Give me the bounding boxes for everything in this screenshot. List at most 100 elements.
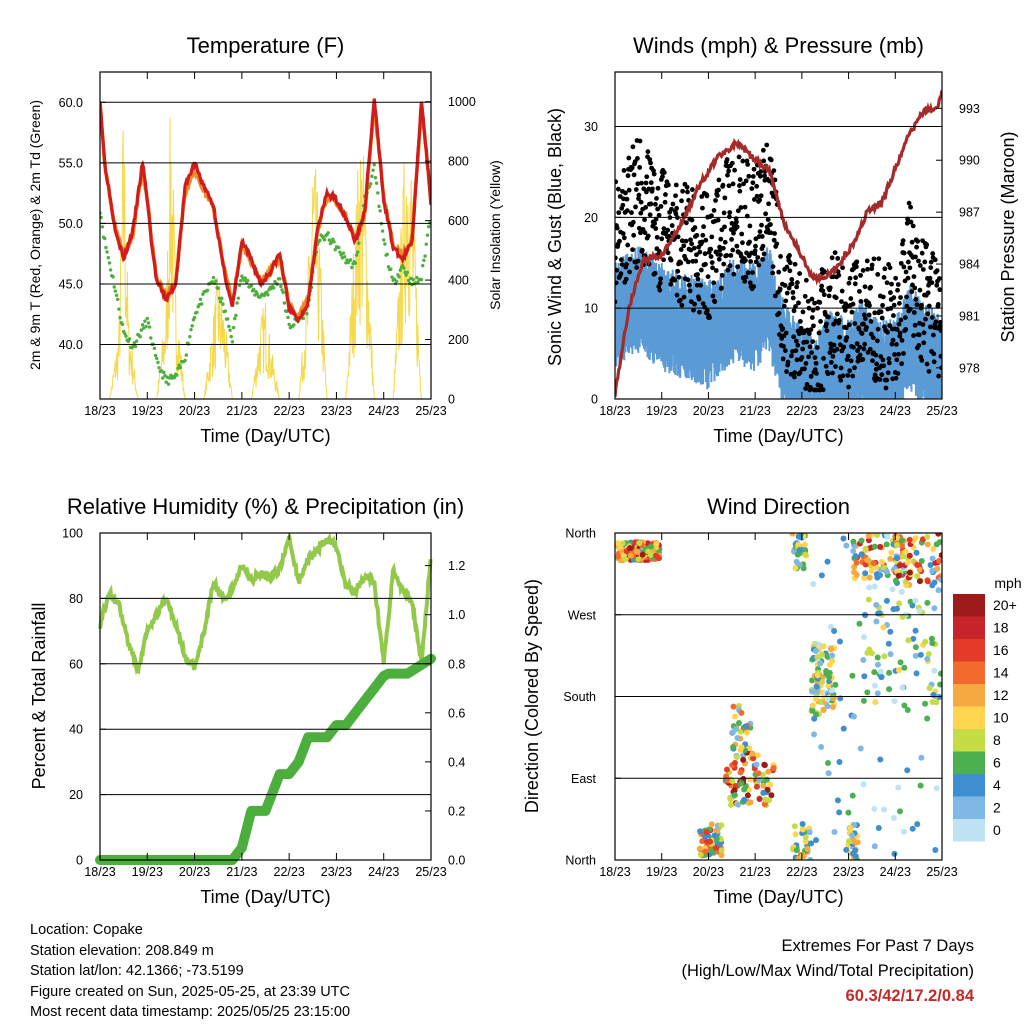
direction-point xyxy=(874,533,881,539)
dewpoint-point xyxy=(205,288,210,293)
dewpoint-point xyxy=(220,296,224,301)
gust-point xyxy=(874,338,880,344)
wind-direction-chart: 18/23 19/23 20/23 21/23 22/23 23/23 24/23 25/23… xyxy=(522,494,1022,907)
dewpoint-point xyxy=(348,258,353,262)
dewpoint-point xyxy=(287,322,291,327)
gust-point xyxy=(837,334,843,340)
gust-point xyxy=(848,358,854,364)
gust-point xyxy=(833,364,838,369)
gust-point xyxy=(648,180,654,186)
gust-point xyxy=(701,224,706,230)
gust-point xyxy=(854,264,859,270)
direction-point xyxy=(932,846,939,853)
dewpoint-point xyxy=(149,336,153,340)
gust-point xyxy=(751,284,757,289)
direction-point xyxy=(931,579,938,586)
gust-point xyxy=(895,371,901,376)
gust-point xyxy=(799,355,805,360)
dewpoint-point xyxy=(133,344,138,349)
direction-point xyxy=(615,553,622,560)
dewpoint-point xyxy=(338,250,342,254)
dewpoint-point xyxy=(104,245,108,250)
y-tick-label-right: 0.2 xyxy=(448,804,465,818)
gust-point xyxy=(631,172,637,178)
gust-point xyxy=(793,338,799,344)
gust-point xyxy=(932,257,938,263)
gust-point xyxy=(911,274,917,279)
x-tick-label: 25/23 xyxy=(926,404,957,418)
direction-point xyxy=(847,825,854,832)
dewpoint-point xyxy=(238,279,243,283)
direction-point xyxy=(741,796,748,803)
dewpoint-point xyxy=(227,324,231,329)
direction-point xyxy=(802,834,809,841)
direction-point xyxy=(639,551,646,558)
direction-point xyxy=(909,825,916,832)
gust-point xyxy=(623,276,629,282)
gust-point xyxy=(716,177,722,183)
gust-point xyxy=(861,321,866,327)
direction-point xyxy=(906,536,913,543)
gust-point xyxy=(719,273,725,278)
dewpoint-point xyxy=(370,174,374,178)
gust-point xyxy=(638,210,644,216)
gust-point xyxy=(649,186,655,192)
y-axis-label: Direction (Colored By Speed) xyxy=(522,579,542,813)
gust-point xyxy=(902,315,908,320)
direction-point xyxy=(884,534,891,541)
y-tick-label: 0 xyxy=(76,854,83,868)
legend-label: 2 xyxy=(993,800,1001,816)
direction-point xyxy=(827,623,834,630)
gust-point xyxy=(703,261,708,267)
direction-point xyxy=(877,543,884,550)
dewpoint-point xyxy=(327,238,332,242)
gust-point xyxy=(861,346,867,352)
x-tick-label: 22/23 xyxy=(274,404,305,418)
direction-point xyxy=(929,555,936,562)
dewpoint-point xyxy=(389,267,393,271)
gust-point xyxy=(931,351,937,357)
gust-point xyxy=(673,211,679,217)
gust-point xyxy=(923,316,928,322)
dewpoint-point xyxy=(192,315,197,320)
direction-point xyxy=(645,548,652,555)
gust-point xyxy=(813,360,819,366)
station-elevation: Station elevation: 208.849 m xyxy=(30,942,214,959)
gust-point xyxy=(898,317,904,323)
gust-point xyxy=(892,352,897,357)
gust-point xyxy=(729,237,734,242)
direction-point xyxy=(744,792,751,799)
legend-swatch xyxy=(953,819,985,842)
gust-point xyxy=(862,341,868,347)
gust-point xyxy=(665,250,671,256)
gust-point xyxy=(855,348,860,354)
dewpoint-point xyxy=(172,375,177,380)
gust-point xyxy=(630,247,635,253)
gust-point xyxy=(871,256,877,262)
gust-point xyxy=(907,306,913,312)
direction-point xyxy=(870,560,877,567)
direction-point xyxy=(718,822,725,829)
x-tick-label: 23/23 xyxy=(321,404,352,418)
direction-point xyxy=(727,801,734,808)
direction-point xyxy=(730,744,737,751)
gust-point xyxy=(708,246,714,252)
gust-point xyxy=(872,310,878,316)
dewpoint-point xyxy=(198,297,203,301)
y-tick-label-right: 0.4 xyxy=(448,755,465,769)
gust-point xyxy=(804,382,810,387)
gust-point xyxy=(862,316,868,321)
gust-point xyxy=(656,212,662,218)
gust-point xyxy=(874,361,879,367)
x-tick-label: 23/23 xyxy=(833,865,864,879)
gust-point xyxy=(931,332,936,338)
direction-point xyxy=(914,562,921,569)
gust-point xyxy=(938,353,942,359)
direction-point xyxy=(834,797,841,804)
y-tick-label-right: 1.0 xyxy=(448,608,465,622)
direction-point xyxy=(793,558,800,565)
dewpoint-point xyxy=(378,209,382,213)
x-tick-label: 22/23 xyxy=(786,865,817,879)
gust-point xyxy=(743,178,749,184)
gust-point xyxy=(825,371,831,377)
